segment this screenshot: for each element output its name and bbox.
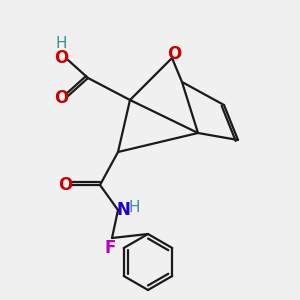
Text: O: O <box>167 45 181 63</box>
Text: O: O <box>58 176 72 194</box>
Text: H: H <box>128 200 140 215</box>
Text: N: N <box>116 201 130 219</box>
Text: O: O <box>54 49 68 67</box>
Text: H: H <box>55 37 67 52</box>
Text: O: O <box>54 89 68 107</box>
Text: F: F <box>104 239 116 257</box>
